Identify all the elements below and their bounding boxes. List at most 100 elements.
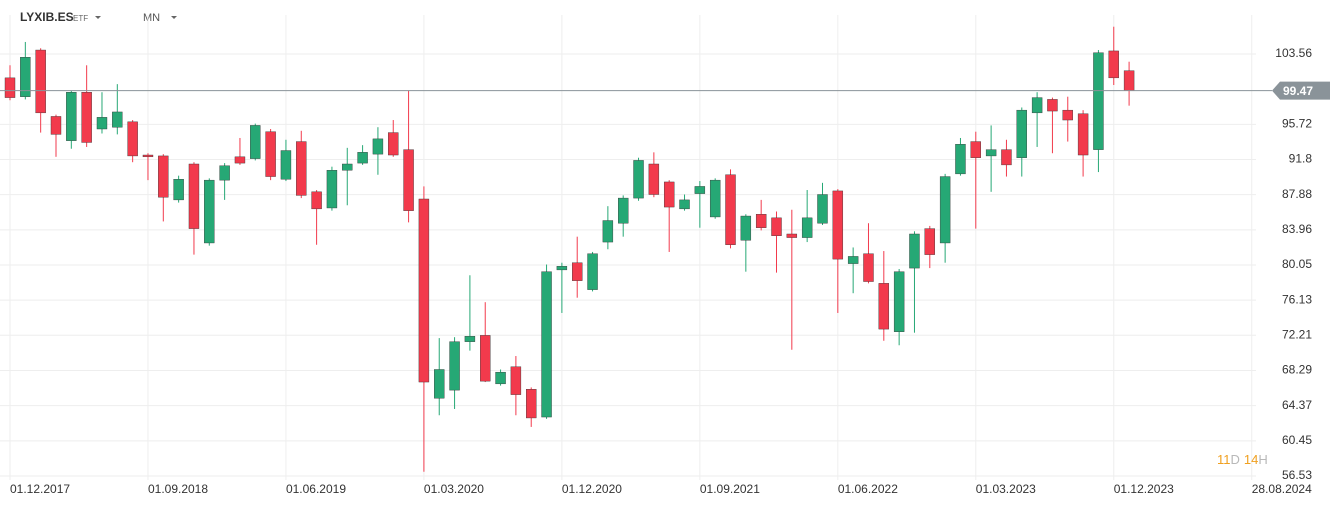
candle-body [939, 176, 951, 244]
x-tick-label: 01.09.2018 [148, 482, 208, 496]
candle-body [572, 262, 583, 281]
candle-body [1093, 52, 1104, 150]
candle-body [250, 125, 261, 159]
candle-body [663, 181, 675, 208]
countdown-part: D [1231, 452, 1240, 467]
candle-body [142, 154, 154, 158]
candle-body [112, 111, 123, 128]
candles [4, 26, 1135, 472]
candle-body [173, 179, 184, 201]
countdown-part: 14 [1244, 452, 1258, 467]
candle-body [740, 215, 752, 241]
candle-body [158, 155, 169, 198]
candle-body [878, 283, 890, 330]
candle-body [909, 233, 920, 269]
candle-body [817, 194, 828, 224]
labels: 56.53 60.45 64.37 68.29 72.21 76.13 80.05 83.96… [0, 46, 1330, 496]
candle-body [771, 217, 782, 236]
x-tick-label: 01.09.2021 [700, 482, 760, 496]
candle-body [648, 163, 660, 195]
candle-body [96, 117, 108, 130]
interval[interactable]: MN [143, 12, 160, 24]
candle-body [556, 266, 568, 271]
candle-body [1062, 109, 1073, 121]
x-tick-label: 28.08.2024 [1252, 482, 1312, 496]
candle-body [326, 170, 338, 209]
y-tick-label: 68.29 [1282, 363, 1312, 377]
candle-body [1016, 109, 1027, 158]
candle-body [372, 138, 384, 155]
candle-body [786, 233, 798, 238]
candle-body [633, 160, 644, 199]
candle-body [526, 389, 537, 419]
candle-body [464, 336, 476, 342]
candle-body [480, 335, 491, 382]
candle-body [50, 116, 62, 135]
candle-body [1108, 50, 1119, 79]
candle-body [342, 163, 353, 171]
current-price-tag [1272, 81, 1330, 100]
candle-body [219, 165, 230, 181]
candle-body [510, 366, 522, 395]
candle-body [4, 77, 16, 98]
candle-body [388, 132, 399, 156]
candle-body [127, 121, 138, 157]
candle-body [709, 179, 721, 218]
y-tick-label: 56.53 [1282, 468, 1312, 482]
interval-dropdown[interactable] [171, 16, 177, 19]
current-price-label: 99.47 [1283, 84, 1313, 98]
candle-body [265, 131, 276, 177]
candle-body [847, 256, 859, 264]
candle-body [725, 174, 736, 245]
candle-body [204, 179, 215, 244]
y-tick-label: 83.96 [1282, 222, 1312, 236]
candle-body [66, 92, 77, 141]
candle-body [280, 150, 292, 180]
candle-body [694, 186, 706, 194]
y-tick-label: 60.45 [1282, 433, 1312, 447]
countdown-part: 11 [1217, 452, 1231, 467]
y-tick-label: 76.13 [1282, 292, 1312, 306]
x-tick-label: 01.06.2019 [286, 482, 346, 496]
countdown-part: H [1258, 452, 1267, 467]
x-tick-label: 01.12.2017 [10, 482, 70, 496]
x-tick-label: 01.12.2020 [562, 482, 622, 496]
candle-body [602, 220, 614, 243]
y-tick-label: 80.05 [1282, 257, 1312, 271]
candle-body [893, 271, 905, 332]
countdown: 11D 14H [1217, 452, 1268, 467]
candle-body [1077, 113, 1089, 156]
symbol-kind: ETF [73, 14, 88, 23]
symbol: LYXIB.ES [20, 10, 74, 24]
candle-body [311, 191, 322, 210]
candle-body [618, 197, 629, 224]
candle-body [418, 198, 430, 383]
candle-body [495, 371, 506, 385]
y-tick-label: 95.72 [1282, 117, 1312, 131]
x-tick-label: 01.03.2020 [424, 482, 484, 496]
candle-body [755, 214, 767, 228]
candle-body [35, 49, 46, 114]
grid [0, 15, 1256, 480]
candle-body [801, 217, 813, 238]
y-tick-label: 87.88 [1282, 187, 1312, 201]
y-tick-label: 64.37 [1282, 398, 1312, 412]
candle-body [985, 149, 997, 157]
candle-body [924, 228, 935, 255]
candle-body [679, 199, 690, 210]
candle-body [970, 141, 981, 158]
candle-body [541, 271, 552, 418]
symbol-dropdown[interactable] [95, 16, 101, 19]
x-tick-label: 01.12.2023 [1114, 482, 1174, 496]
x-tick-label: 01.06.2022 [838, 482, 898, 496]
candle-body [1047, 99, 1058, 112]
candle-body [234, 156, 246, 164]
candle-body [1031, 97, 1043, 114]
candle-body [587, 253, 598, 290]
candle-body [1123, 70, 1135, 91]
candle-body [296, 141, 307, 196]
candle-body [434, 369, 445, 399]
y-tick-label: 72.21 [1282, 327, 1312, 341]
candle-body [832, 190, 844, 260]
